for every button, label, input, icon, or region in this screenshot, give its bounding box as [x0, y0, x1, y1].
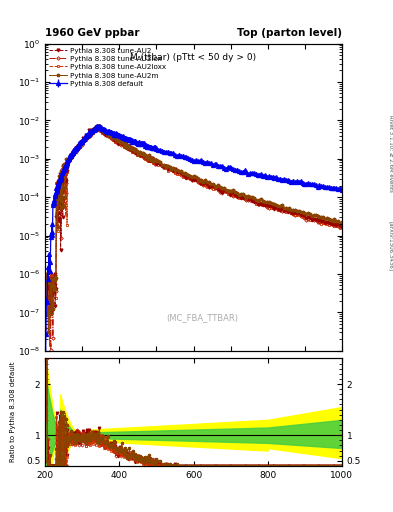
Pythia 8.308 tune-AU2 — [97, 122, 102, 129]
Pythia 8.308 tune-AU2loxx — [43, 300, 48, 306]
Pythia 8.308 tune-AU2 — [61, 163, 66, 169]
Pythia 8.308 tune-AU2m — [138, 151, 143, 157]
Pythia 8.308 tune-AU2loxx — [61, 172, 65, 178]
Pythia 8.308 tune-AU2loxx — [138, 152, 143, 158]
Pythia 8.308 tune-AU2 — [205, 181, 209, 187]
Pythia 8.308 tune-AU2lox — [43, 325, 48, 331]
Y-axis label: Ratio to Pythia 8.308 default: Ratio to Pythia 8.308 default — [9, 362, 16, 462]
Line: Pythia 8.308 tune-AU2: Pythia 8.308 tune-AU2 — [44, 124, 343, 312]
Pythia 8.308 tune-AU2lox — [48, 347, 53, 353]
Pythia 8.308 tune-AU2m — [46, 329, 51, 335]
Pythia 8.308 tune-AU2lox — [61, 163, 65, 169]
Pythia 8.308 tune-AU2m — [281, 205, 286, 211]
Pythia 8.308 tune-AU2m — [95, 123, 100, 129]
Pythia 8.308 tune-AU2loxx — [340, 223, 344, 229]
Pythia 8.308 tune-AU2lox — [205, 181, 209, 187]
Line: Pythia 8.308 tune-AU2loxx: Pythia 8.308 tune-AU2loxx — [44, 125, 343, 347]
Pythia 8.308 tune-AU2m — [61, 203, 65, 209]
Pythia 8.308 tune-AU2 — [61, 214, 65, 220]
Pythia 8.308 tune-AU2loxx — [61, 181, 66, 187]
Text: M (ttbar) (pTtt < 50 dy > 0): M (ttbar) (pTtt < 50 dy > 0) — [130, 53, 257, 62]
Pythia 8.308 tune-AU2lox — [138, 152, 143, 158]
Pythia 8.308 tune-AU2 — [138, 151, 143, 157]
Pythia 8.308 tune-AU2loxx — [95, 124, 99, 130]
Text: 1960 GeV ppbar: 1960 GeV ppbar — [45, 28, 140, 38]
Text: Top (parton level): Top (parton level) — [237, 28, 342, 38]
Pythia 8.308 tune-AU2loxx — [281, 207, 286, 214]
Text: Rivet 3.1.10; ≥ 2.6M events: Rivet 3.1.10; ≥ 2.6M events — [389, 115, 393, 192]
Pythia 8.308 tune-AU2loxx — [47, 343, 52, 349]
Pythia 8.308 tune-AU2m — [61, 168, 66, 174]
Pythia 8.308 tune-AU2lox — [61, 161, 66, 167]
Pythia 8.308 tune-AU2 — [43, 293, 48, 300]
Legend: Pythia 8.308 tune-AU2, Pythia 8.308 tune-AU2lox, Pythia 8.308 tune-AU2loxx, Pyth: Pythia 8.308 tune-AU2, Pythia 8.308 tune… — [48, 46, 167, 88]
Pythia 8.308 tune-AU2lox — [340, 224, 344, 230]
Text: (MC_FBA_TTBAR): (MC_FBA_TTBAR) — [167, 313, 239, 322]
Pythia 8.308 tune-AU2lox — [94, 124, 99, 130]
Pythia 8.308 tune-AU2m — [43, 281, 48, 287]
Line: Pythia 8.308 tune-AU2m: Pythia 8.308 tune-AU2m — [44, 124, 343, 333]
Pythia 8.308 tune-AU2lox — [281, 207, 286, 214]
Pythia 8.308 tune-AU2lox — [62, 171, 67, 177]
Pythia 8.308 tune-AU2m — [62, 184, 67, 190]
Text: [arXiv:1306.3436]: [arXiv:1306.3436] — [389, 221, 393, 271]
Pythia 8.308 tune-AU2m — [205, 179, 209, 185]
Pythia 8.308 tune-AU2 — [340, 224, 344, 230]
Pythia 8.308 tune-AU2loxx — [205, 184, 209, 190]
Pythia 8.308 tune-AU2m — [340, 219, 344, 225]
Pythia 8.308 tune-AU2 — [62, 177, 67, 183]
Pythia 8.308 tune-AU2 — [48, 308, 53, 314]
Pythia 8.308 tune-AU2loxx — [62, 165, 67, 172]
Pythia 8.308 tune-AU2 — [281, 208, 286, 215]
Line: Pythia 8.308 tune-AU2lox: Pythia 8.308 tune-AU2lox — [44, 126, 343, 351]
